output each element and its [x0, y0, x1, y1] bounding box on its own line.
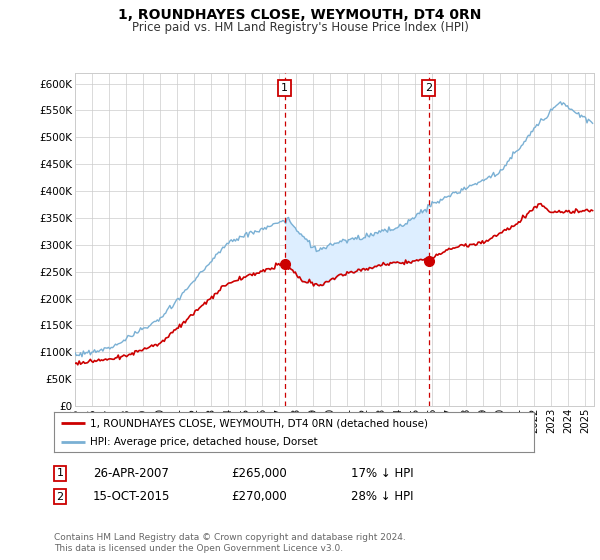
- Text: 1: 1: [281, 83, 288, 93]
- Text: 15-OCT-2015: 15-OCT-2015: [93, 490, 170, 503]
- Text: 2: 2: [425, 83, 433, 93]
- Text: 2: 2: [56, 492, 64, 502]
- Text: £265,000: £265,000: [231, 466, 287, 480]
- Text: Contains HM Land Registry data © Crown copyright and database right 2024.
This d: Contains HM Land Registry data © Crown c…: [54, 533, 406, 553]
- Text: 1, ROUNDHAYES CLOSE, WEYMOUTH, DT4 0RN: 1, ROUNDHAYES CLOSE, WEYMOUTH, DT4 0RN: [118, 8, 482, 22]
- Text: 28% ↓ HPI: 28% ↓ HPI: [351, 490, 413, 503]
- Text: 1: 1: [56, 468, 64, 478]
- Text: HPI: Average price, detached house, Dorset: HPI: Average price, detached house, Dors…: [90, 437, 317, 447]
- Text: £270,000: £270,000: [231, 490, 287, 503]
- Text: Price paid vs. HM Land Registry's House Price Index (HPI): Price paid vs. HM Land Registry's House …: [131, 21, 469, 34]
- Text: 1, ROUNDHAYES CLOSE, WEYMOUTH, DT4 0RN (detached house): 1, ROUNDHAYES CLOSE, WEYMOUTH, DT4 0RN (…: [90, 418, 428, 428]
- Text: 26-APR-2007: 26-APR-2007: [93, 466, 169, 480]
- Text: 17% ↓ HPI: 17% ↓ HPI: [351, 466, 413, 480]
